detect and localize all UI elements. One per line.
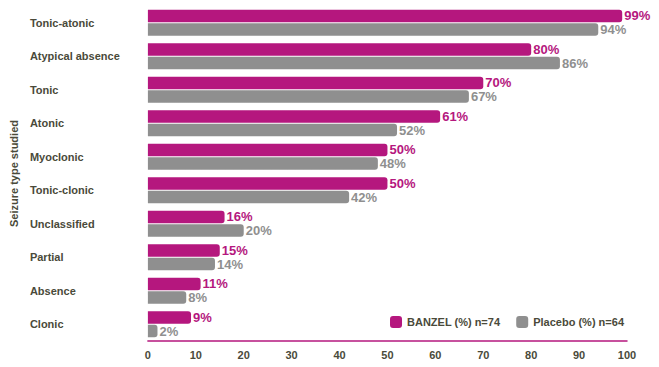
svg-text:16%: 16% — [226, 209, 253, 225]
svg-text:30: 30 — [286, 349, 298, 361]
svg-text:50%: 50% — [389, 142, 416, 158]
svg-text:8%: 8% — [188, 290, 207, 305]
svg-text:99%: 99% — [624, 8, 650, 23]
svg-text:70: 70 — [477, 349, 489, 361]
svg-text:Atonic: Atonic — [30, 117, 64, 129]
svg-text:Myoclonic: Myoclonic — [30, 151, 84, 163]
svg-text:48%: 48% — [380, 156, 406, 171]
svg-text:90: 90 — [573, 349, 585, 361]
svg-text:Seizure type studied: Seizure type studied — [8, 120, 20, 227]
svg-text:Clonic: Clonic — [30, 318, 64, 330]
svg-text:80%: 80% — [533, 42, 559, 57]
svg-text:Atypical absence: Atypical absence — [30, 50, 120, 62]
svg-text:50%: 50% — [389, 176, 415, 191]
svg-text:20%: 20% — [246, 223, 272, 238]
svg-text:100: 100 — [618, 349, 636, 361]
svg-text:Partial: Partial — [30, 251, 64, 263]
svg-text:9%: 9% — [193, 310, 212, 325]
svg-text:42%: 42% — [351, 190, 377, 205]
svg-text:BANZEL (%) n=74: BANZEL (%) n=74 — [407, 316, 501, 328]
svg-text:Tonic-clonic: Tonic-clonic — [30, 184, 94, 196]
svg-text:Absence: Absence — [30, 285, 76, 297]
svg-text:52%: 52% — [399, 123, 425, 138]
svg-text:70%: 70% — [485, 75, 512, 91]
svg-text:11%: 11% — [202, 276, 228, 292]
svg-text:86%: 86% — [562, 56, 588, 71]
svg-text:Tonic-atonic: Tonic-atonic — [30, 17, 95, 29]
svg-text:Placebo (%) n=64: Placebo (%) n=64 — [533, 316, 625, 328]
svg-text:10: 10 — [190, 349, 202, 361]
svg-text:80: 80 — [525, 349, 537, 361]
svg-text:0: 0 — [145, 349, 151, 361]
svg-text:94%: 94% — [600, 22, 626, 37]
svg-text:40: 40 — [333, 349, 345, 361]
svg-text:2%: 2% — [159, 324, 178, 339]
svg-text:Unclassified: Unclassified — [30, 218, 95, 230]
svg-text:15%: 15% — [221, 243, 248, 258]
svg-text:50: 50 — [381, 349, 393, 361]
svg-text:60: 60 — [429, 349, 441, 361]
svg-text:20: 20 — [238, 349, 250, 361]
svg-text:14%: 14% — [217, 257, 243, 272]
svg-text:67%: 67% — [471, 89, 497, 104]
svg-text:Tonic: Tonic — [30, 84, 59, 96]
svg-text:61%: 61% — [442, 109, 468, 124]
